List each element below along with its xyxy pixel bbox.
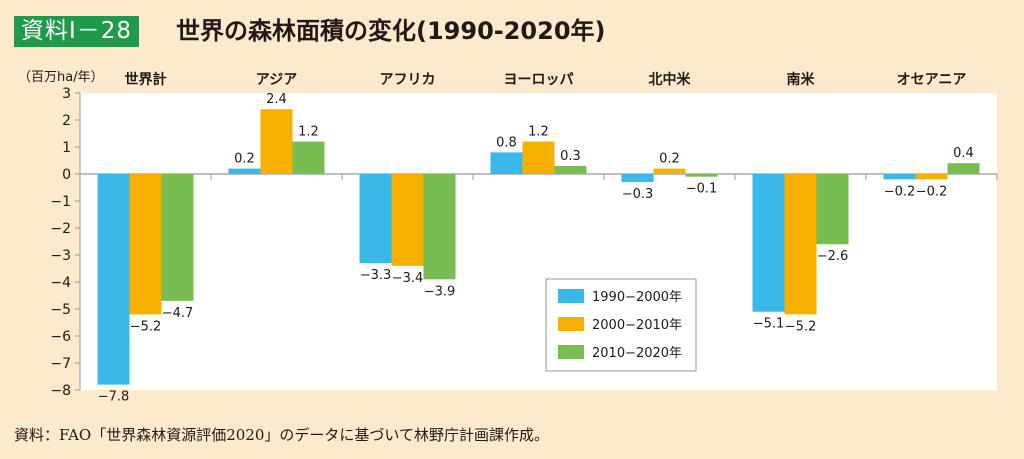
legend-swatch	[558, 345, 584, 359]
y-tick-label: −2	[50, 221, 71, 237]
data-label: 0.2	[234, 152, 255, 167]
category-label: アフリカ	[380, 72, 436, 88]
bar	[752, 174, 785, 312]
data-label: 0.2	[659, 152, 680, 167]
data-label: −2.6	[817, 249, 849, 264]
category-label: アジア	[256, 72, 297, 88]
bar	[816, 174, 849, 245]
data-label: −0.1	[686, 182, 718, 197]
data-label: −0.2	[916, 184, 948, 199]
category-label: 世界計	[125, 71, 167, 88]
legend-label: 1990−2000年	[592, 290, 682, 305]
legend-label: 2000−2010年	[592, 318, 682, 333]
y-tick-label: 3	[62, 86, 71, 102]
y-tick-label: −8	[50, 383, 71, 399]
data-label: −5.1	[753, 317, 785, 332]
bar	[522, 141, 555, 174]
category-label: ヨーロッパ	[504, 72, 574, 88]
legend-label: 2010−2020年	[592, 346, 682, 361]
data-label: −0.2	[884, 184, 916, 199]
y-axis-unit-label: （百万ha/年）	[18, 70, 104, 85]
category-label: 北中米	[649, 71, 692, 88]
data-label: −3.9	[424, 284, 456, 299]
bar	[784, 174, 817, 315]
data-label: −3.4	[392, 271, 424, 286]
data-label: 0.4	[953, 146, 974, 161]
legend-swatch	[558, 289, 584, 303]
bar	[883, 174, 916, 180]
y-tick-label: −6	[50, 329, 71, 345]
y-tick-label: −1	[50, 194, 71, 210]
figure-number-badge: 資料Ⅰ－28	[14, 16, 140, 47]
data-label: 0.3	[560, 149, 581, 164]
data-label: 1.2	[298, 125, 319, 140]
bar	[621, 174, 654, 183]
y-tick-label: 2	[62, 113, 71, 129]
data-label: −3.3	[360, 268, 392, 283]
data-label: −0.3	[622, 187, 654, 202]
y-tick-label: −7	[50, 356, 71, 372]
y-tick-label: 1	[62, 140, 71, 156]
bar	[391, 174, 424, 266]
data-label: −7.8	[98, 390, 130, 405]
bar	[685, 174, 718, 177]
y-tick-label: −5	[50, 302, 71, 318]
bar	[915, 174, 948, 180]
bar	[228, 168, 261, 174]
y-tick-label: 0	[62, 167, 71, 183]
category-label: オセアニア	[897, 72, 967, 88]
data-label: 0.8	[496, 135, 517, 150]
bar	[359, 174, 392, 264]
data-label: −5.2	[785, 319, 817, 334]
category-label: 南米	[787, 71, 816, 88]
data-label: −5.2	[130, 319, 162, 334]
bar	[161, 174, 194, 301]
bar	[554, 165, 587, 174]
source-note: 資料：FAO「世界森林資源評価2020」のデータに基づいて林野庁計画課作成。	[14, 426, 549, 444]
bar	[947, 163, 980, 174]
data-label: 2.4	[266, 92, 287, 107]
bar	[129, 174, 162, 315]
bar	[653, 168, 686, 174]
bar	[490, 152, 523, 174]
y-tick-label: −3	[50, 248, 71, 264]
legend-swatch	[558, 317, 584, 331]
data-label: 1.2	[528, 125, 549, 140]
bar	[97, 174, 130, 385]
y-tick-label: −4	[50, 275, 71, 291]
chart-title: 世界の森林面積の変化(1990-2020年)	[176, 17, 606, 45]
data-label: −4.7	[162, 306, 194, 321]
bar	[292, 141, 325, 174]
bar	[260, 109, 293, 174]
bar	[423, 174, 456, 280]
